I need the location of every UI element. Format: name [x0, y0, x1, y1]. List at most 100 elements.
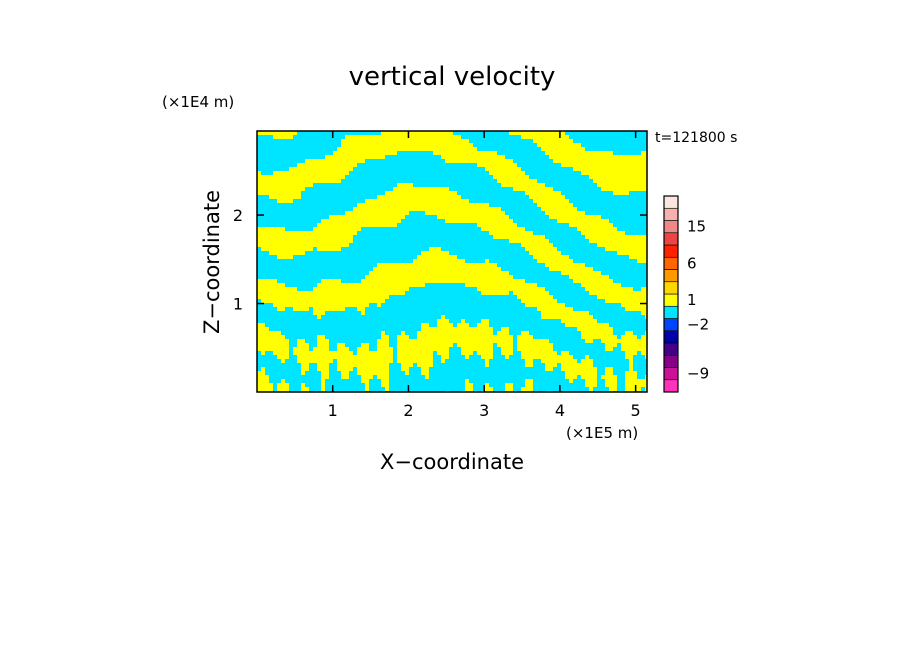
field-cell — [365, 203, 369, 207]
field-cell — [581, 171, 585, 175]
field-cell — [581, 331, 585, 335]
field-cell — [489, 223, 493, 227]
field-cell — [285, 171, 289, 175]
field-cell — [325, 299, 329, 303]
field-cell — [501, 155, 505, 159]
field-cell — [445, 207, 449, 211]
field-cell — [437, 323, 441, 327]
field-cell — [601, 227, 605, 231]
field-cell — [321, 383, 325, 387]
field-cell — [529, 179, 533, 183]
field-cell — [281, 303, 285, 307]
field-cell — [301, 235, 305, 239]
field-cell — [385, 379, 389, 383]
field-cell — [417, 331, 421, 335]
field-cell — [549, 267, 553, 271]
field-cell — [605, 155, 609, 159]
field-cell — [605, 283, 609, 287]
field-cell — [393, 143, 397, 147]
field-cell — [593, 151, 597, 155]
field-cell — [345, 147, 349, 151]
field-cell — [321, 295, 325, 299]
field-cell — [489, 263, 493, 267]
field-cell — [553, 363, 557, 367]
field-cell — [565, 151, 569, 155]
field-cell — [281, 359, 285, 363]
field-cell — [385, 195, 389, 199]
field-cell — [509, 351, 513, 355]
field-cell — [333, 215, 337, 219]
field-cell — [341, 291, 345, 295]
field-cell — [305, 179, 309, 183]
field-cell — [457, 323, 461, 327]
field-cell — [497, 231, 501, 235]
field-cell — [417, 275, 421, 279]
field-cell — [381, 291, 385, 295]
field-cell — [437, 143, 441, 147]
field-cell — [449, 147, 453, 151]
field-cell — [329, 247, 333, 251]
colorbar-label: 6 — [687, 254, 697, 272]
field-cell — [329, 295, 333, 299]
field-cell — [289, 175, 293, 179]
field-cell — [369, 299, 373, 303]
field-cell — [589, 279, 593, 283]
field-cell — [333, 355, 337, 359]
field-cell — [361, 307, 365, 311]
field-cell — [505, 231, 509, 235]
field-cell — [497, 283, 501, 287]
field-cell — [361, 147, 365, 151]
field-cell — [525, 235, 529, 239]
field-cell — [457, 219, 461, 223]
field-cell — [489, 215, 493, 219]
field-cell — [341, 363, 345, 367]
field-cell — [277, 355, 281, 359]
field-cell — [381, 211, 385, 215]
field-cell — [369, 139, 373, 143]
field-cell — [521, 339, 525, 343]
field-cell — [285, 299, 289, 303]
field-cell — [381, 263, 385, 267]
field-cell — [617, 231, 621, 235]
field-cell — [569, 155, 573, 159]
field-cell — [397, 195, 401, 199]
field-cell — [505, 347, 509, 351]
field-cell — [265, 179, 269, 183]
field-cell — [605, 375, 609, 379]
field-cell — [301, 351, 305, 355]
field-cell — [609, 175, 613, 179]
field-cell — [565, 351, 569, 355]
field-cell — [565, 155, 569, 159]
field-cell — [581, 327, 585, 331]
field-cell — [497, 219, 501, 223]
field-cell — [529, 295, 533, 299]
field-cell — [257, 191, 261, 195]
field-cell — [629, 239, 633, 243]
field-cell — [613, 343, 617, 347]
field-cell — [409, 351, 413, 355]
field-cell — [581, 147, 585, 151]
field-cell — [617, 159, 621, 163]
field-cell — [577, 151, 581, 155]
field-cell — [585, 267, 589, 271]
field-cell — [633, 243, 637, 247]
field-cell — [601, 187, 605, 191]
field-cell — [393, 223, 397, 227]
field-cell — [585, 339, 589, 343]
field-cell — [617, 295, 621, 299]
field-cell — [621, 287, 625, 291]
field-cell — [425, 199, 429, 203]
field-cell — [413, 267, 417, 271]
field-cell — [437, 271, 441, 275]
field-cell — [353, 355, 357, 359]
field-cell — [505, 331, 509, 335]
field-cell — [357, 211, 361, 215]
field-cell — [349, 223, 353, 227]
field-cell — [525, 183, 529, 187]
field-cell — [281, 335, 285, 339]
field-cell — [441, 207, 445, 211]
field-cell — [281, 379, 285, 383]
field-cell — [441, 211, 445, 215]
field-cell — [273, 239, 277, 243]
field-cell — [341, 299, 345, 303]
